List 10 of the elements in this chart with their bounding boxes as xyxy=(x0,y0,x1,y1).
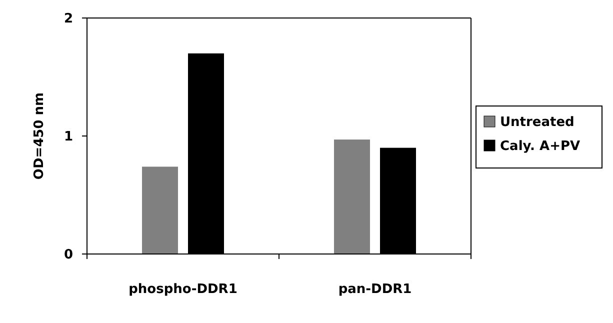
x-tick-label: pan-DDR1 xyxy=(338,282,412,297)
y-tick-label: 2 xyxy=(64,12,73,27)
bar xyxy=(142,166,178,254)
y-axis-title: OD=450 nm xyxy=(32,92,47,180)
bar xyxy=(334,140,370,254)
legend-label: Caly. A+PV xyxy=(500,139,580,154)
y-tick-label: 1 xyxy=(64,130,73,145)
legend-label: Untreated xyxy=(500,115,574,130)
x-tick-label: phospho-DDR1 xyxy=(128,282,238,297)
y-tick-label: 0 xyxy=(64,248,73,263)
